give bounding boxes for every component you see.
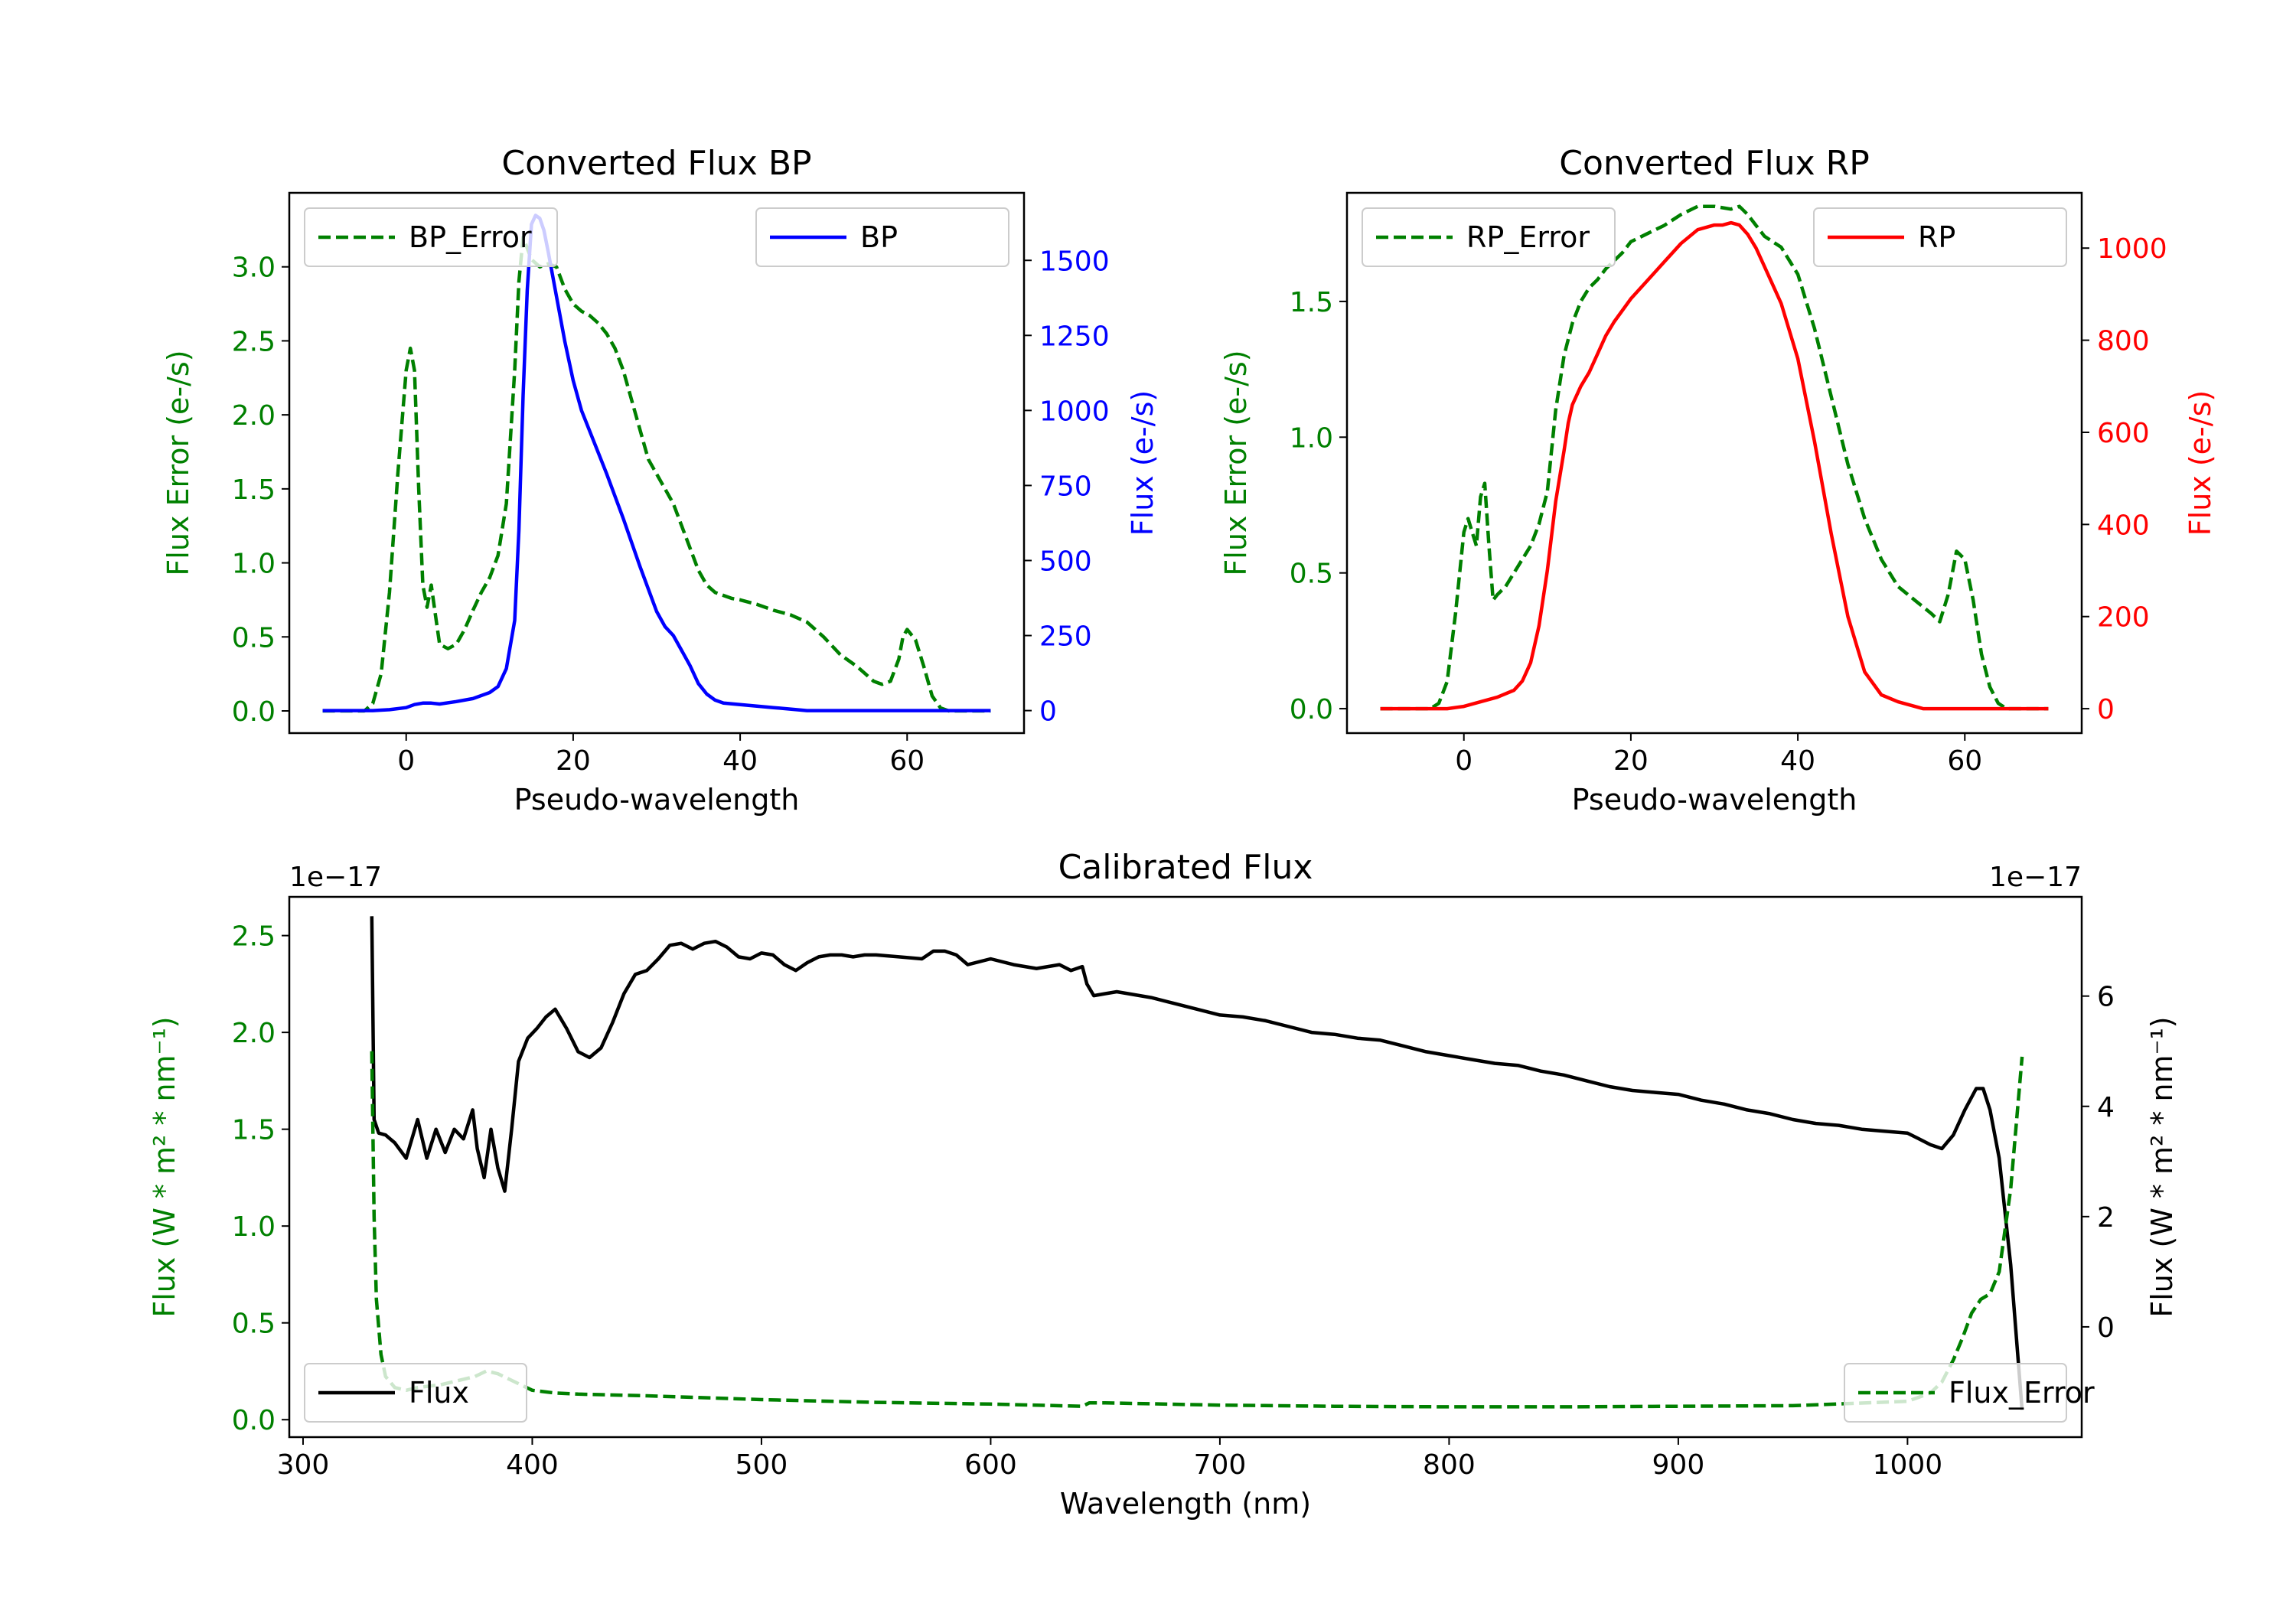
y-right-tick-label: 250 xyxy=(1039,621,1092,653)
x-tick-label: 700 xyxy=(1194,1449,1247,1481)
y-right-tick-label: 1000 xyxy=(1039,396,1110,427)
legend-box xyxy=(1362,207,1616,267)
y-right-tick-label: 500 xyxy=(1039,546,1092,577)
legend-box xyxy=(1844,1363,2067,1423)
legend-flux: Flux xyxy=(304,1363,527,1423)
y-left-tick-label: 2.0 xyxy=(232,400,276,432)
y-right-tick-label: 750 xyxy=(1039,471,1092,502)
y-right-tick-label: 800 xyxy=(2097,326,2150,357)
y-left-tick-label: 0.0 xyxy=(232,696,276,728)
axes-frame xyxy=(288,895,2083,1439)
legend-box xyxy=(755,207,1009,267)
y-right-axis-label: Flux (e-/s) xyxy=(2183,390,2217,536)
legend-rp-error: RP_Error xyxy=(1362,207,1616,267)
x-tick-label: 0 xyxy=(1455,745,1473,777)
x-tick-label: 0 xyxy=(397,745,415,777)
y-right-axis-label: Flux (W * m² * nm⁻¹) xyxy=(2145,1016,2179,1317)
y-right-tick-label: 1250 xyxy=(1039,321,1110,352)
y-right-tick-label: 4 xyxy=(2097,1092,2115,1123)
x-tick-label: 400 xyxy=(506,1449,559,1481)
x-tick-label: 40 xyxy=(1780,745,1815,777)
legend-label: RP_Error xyxy=(1466,220,1590,254)
x-axis-label: Wavelength (nm) xyxy=(1060,1487,1311,1521)
y-left-offset-label: 1e−17 xyxy=(289,862,382,893)
y-left-tick-label: 1.0 xyxy=(1290,422,1333,454)
x-axis-label: Pseudo-wavelength xyxy=(1572,783,1857,817)
y-left-tick-label: 0.0 xyxy=(232,1405,276,1436)
chart-panel-rp: 0 20 40 60 0.0 0.5 1.0 1.5 0 200 400 600 800 1000 Conv… xyxy=(1219,144,2217,817)
legend-label: BP xyxy=(860,220,898,254)
axes-frame xyxy=(1345,191,2083,735)
y-left-tick-label: 0.0 xyxy=(1290,694,1333,725)
y-left-tick-label: 1.5 xyxy=(1290,287,1333,318)
legend-box xyxy=(304,1363,527,1423)
chart-panel-bp: 0 20 40 60 0.0 0.5 1.0 1.5 2.0 2.5 3.0 0 250 500 750 10… xyxy=(161,144,1159,817)
x-tick-label: 60 xyxy=(1947,745,1982,777)
y-left-tick-label: 2.5 xyxy=(232,921,276,953)
x-tick-label: 1000 xyxy=(1873,1449,1943,1481)
y-left-tick-label: 0.5 xyxy=(232,1309,276,1340)
y-left-tick-label: 1.0 xyxy=(232,549,276,580)
x-tick-label: 800 xyxy=(1423,1449,1476,1481)
legend-label: Flux xyxy=(409,1376,469,1410)
y-right-offset-label: 1e−17 xyxy=(1989,862,2082,893)
y-left-tick-label: 2.5 xyxy=(232,326,276,357)
y-left-tick-label: 3.0 xyxy=(232,253,276,284)
x-tick-label: 60 xyxy=(889,745,925,777)
y-right-axis-label: Flux (e-/s) xyxy=(1126,390,1159,536)
legend-label: RP xyxy=(1918,220,1955,254)
chart-title: Converted Flux RP xyxy=(1559,144,1870,183)
x-tick-label: 40 xyxy=(722,745,758,777)
x-tick-label: 600 xyxy=(964,1449,1017,1481)
x-tick-label: 500 xyxy=(735,1449,788,1481)
y-left-tick-label: 2.0 xyxy=(232,1018,276,1049)
x-tick-label: 20 xyxy=(556,745,591,777)
y-left-tick-label: 1.5 xyxy=(232,474,276,506)
y-right-tick-label: 1000 xyxy=(2097,233,2167,265)
series-line-bp xyxy=(322,214,991,712)
y-right-tick-label: 600 xyxy=(2097,418,2150,449)
legend-bp-error: BP_Error xyxy=(304,207,558,267)
y-left-tick-label: 0.5 xyxy=(232,622,276,654)
x-tick-label: 300 xyxy=(277,1449,330,1481)
legend-label: BP_Error xyxy=(409,220,532,254)
y-left-tick-label: 0.5 xyxy=(1290,559,1333,590)
y-right-tick-label: 6 xyxy=(2097,982,2115,1013)
legend-bp: BP xyxy=(755,207,1009,267)
y-right-tick-label: 0 xyxy=(2097,694,2115,725)
x-axis-label: Pseudo-wavelength xyxy=(514,783,800,817)
y-left-axis-label: Flux Error (e-/s) xyxy=(1219,350,1253,575)
chart-title: Converted Flux BP xyxy=(501,144,811,183)
y-left-axis-label: Flux (W * m² * nm⁻¹) xyxy=(148,1016,181,1317)
legend-box xyxy=(1813,207,2067,267)
legend-box xyxy=(304,207,558,267)
y-left-tick-label: 1.5 xyxy=(232,1115,276,1146)
y-left-axis-label: Flux Error (e-/s) xyxy=(161,350,195,575)
series-line-rp xyxy=(1380,220,2049,711)
y-right-tick-label: 200 xyxy=(2097,602,2150,634)
chart-title: Calibrated Flux xyxy=(1058,848,1313,887)
axes-frame xyxy=(288,191,1026,735)
y-right-tick-label: 2 xyxy=(2097,1202,2115,1234)
x-tick-label: 20 xyxy=(1613,745,1649,777)
legend-label: Flux_Error xyxy=(1949,1376,2095,1410)
legend-flux-error: Flux_Error xyxy=(1844,1363,2095,1423)
series-line-flux xyxy=(370,916,2024,1410)
y-left-tick-label: 1.0 xyxy=(232,1211,276,1243)
y-right-tick-label: 0 xyxy=(2097,1312,2115,1344)
y-right-tick-label: 0 xyxy=(1039,696,1057,728)
y-right-tick-label: 1500 xyxy=(1039,246,1110,277)
x-tick-label: 900 xyxy=(1652,1449,1705,1481)
legend-rp: RP xyxy=(1813,207,2067,267)
series-line-bp-error xyxy=(322,235,991,713)
chart-panel-calibrated: 300 400 500 600 700 800 900 1000 0.0 0.5 1.0 1.5 2.0… xyxy=(148,848,2179,1521)
y-right-tick-label: 400 xyxy=(2097,510,2150,541)
